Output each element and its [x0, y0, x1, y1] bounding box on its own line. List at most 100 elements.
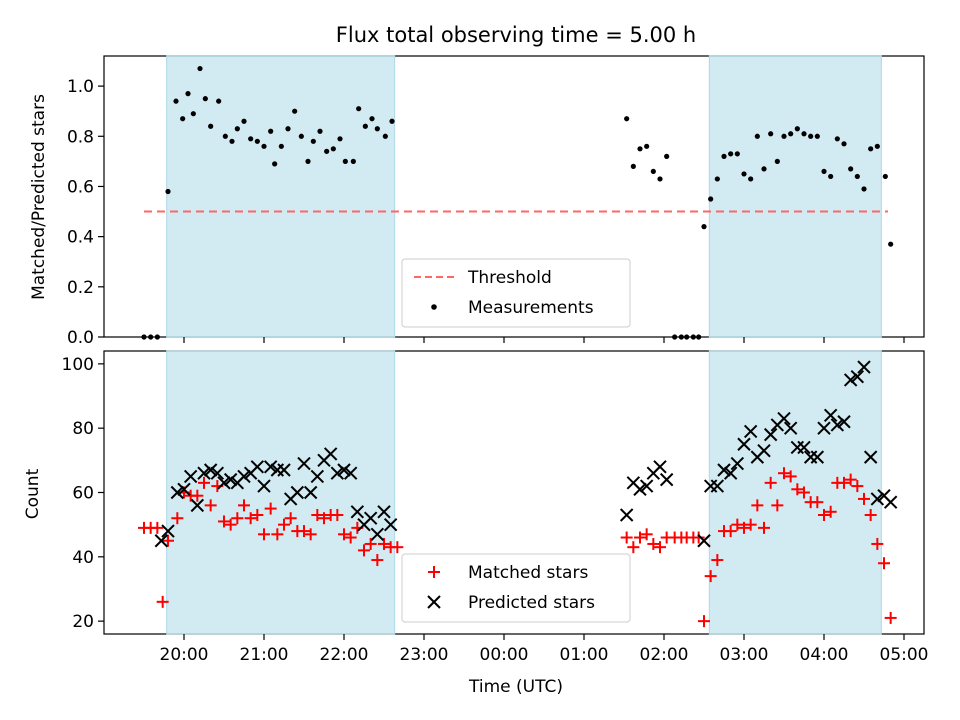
predicted-star-point [870, 492, 885, 506]
matched-star-point [711, 554, 724, 567]
measurement-point [261, 143, 267, 149]
x-axis-label: Time (UTC) [468, 677, 563, 697]
x-tick-label: 23:00 [400, 645, 449, 665]
matched-star-point [864, 509, 877, 522]
matched-star-point [358, 544, 370, 557]
measurement-point [356, 106, 362, 112]
measurement-point [369, 116, 375, 122]
predicted-star-point [757, 443, 771, 458]
predicted-star-point [837, 415, 851, 429]
predicted-star-point [830, 418, 845, 432]
matched-star-point [778, 467, 790, 480]
matched-star-point [878, 557, 890, 570]
legend-measurements-swatch [431, 304, 437, 310]
predicted-star-point [383, 517, 398, 532]
legend-predicted-label: Predicted stars [468, 593, 595, 613]
measurement-point [254, 138, 260, 144]
measurement-point [305, 158, 311, 164]
matched-star-point [784, 470, 797, 483]
predicted-star-point [250, 460, 265, 474]
predicted-star-point [303, 485, 318, 500]
observing-band-1 [166, 55, 396, 338]
predicted-star-point [763, 427, 778, 442]
measurement-point [317, 128, 323, 134]
x-tick-label: 02:00 [640, 645, 689, 665]
predicted-stars-series [154, 360, 898, 548]
ratio-y-axis-ticks: 0.0 0.2 0.4 0.6 0.8 1.0 [67, 77, 104, 348]
ratio-panel: 0.0 0.2 0.4 0.6 0.8 1.0 Matched/Predicted sta… [29, 55, 925, 348]
measurement-point [374, 126, 380, 132]
measurement-point [154, 334, 160, 340]
predicted-star-point [659, 472, 674, 487]
measurement-point [298, 133, 304, 139]
matched-star-point [191, 489, 204, 502]
measurement-point [208, 123, 214, 129]
matched-star-point [824, 505, 837, 518]
measurement-point [888, 241, 894, 247]
matched-star-point [738, 521, 750, 534]
measurement-point [241, 118, 247, 124]
measurement-point [874, 143, 880, 149]
matched-star-point [844, 473, 857, 486]
predicted-star-point [161, 524, 175, 538]
matched-star-point [318, 512, 330, 525]
matched-star-point [627, 541, 640, 554]
predicted-star-point [843, 373, 858, 387]
measurement-point [728, 151, 734, 157]
predicted-star-point [177, 482, 191, 496]
matched-star-point [238, 499, 250, 512]
count-y-axis-label: Count [23, 468, 43, 519]
matched-star-point [724, 525, 737, 538]
measurement-point [748, 176, 754, 182]
count-panel: 20 40 60 80 100 20:00 21:00 22:00 23:00 00:00 01:… [23, 350, 929, 697]
measurement-point [657, 176, 663, 182]
count-observing-bands [166, 350, 882, 635]
predicted-star-point [633, 482, 647, 496]
measurement-point [272, 161, 278, 167]
matched-star-point [378, 537, 390, 550]
measurement-point [624, 116, 630, 122]
matched-star-point [171, 512, 184, 525]
ratio-x-axis-ticks [183, 337, 905, 343]
matched-star-point [654, 541, 666, 554]
matched-star-point [811, 496, 824, 509]
matched-star-point [791, 483, 804, 496]
y-tick-label: 100 [62, 355, 94, 375]
measurement-point [734, 151, 740, 157]
predicted-star-point [639, 479, 654, 493]
legend-matched-marker [428, 566, 440, 578]
measurement-point [330, 146, 336, 152]
matched-star-point [692, 531, 705, 544]
matched-star-point [634, 531, 646, 544]
matched-star-point [284, 512, 297, 525]
matched-star-point [798, 486, 810, 499]
measurement-point [342, 158, 348, 164]
predicted-star-point [710, 479, 725, 493]
predicted-star-point [743, 424, 758, 439]
predicted-star-point [370, 527, 385, 542]
matched-star-point [298, 525, 310, 538]
y-tick-label: 1.0 [67, 77, 94, 97]
predicted-star-point [619, 508, 634, 522]
measurement-point [310, 138, 316, 144]
count-x-axis-ticks: 20:00 21:00 22:00 23:00 00:00 01:00 02:00 03:00… [160, 634, 929, 665]
measurement-point [190, 111, 196, 117]
matched-star-point [271, 528, 284, 541]
measurement-point [868, 146, 874, 152]
matched-star-point [264, 502, 277, 515]
matched-star-point [838, 476, 850, 489]
measurement-point [861, 186, 867, 192]
matched-star-point [224, 518, 237, 531]
measurement-point [788, 131, 794, 137]
measurement-point [292, 108, 298, 114]
x-tick-label: 22:00 [320, 645, 369, 665]
matched-star-point [640, 528, 653, 541]
predicted-star-point [217, 476, 231, 490]
measurement-point [721, 153, 727, 159]
predicted-star-point [783, 421, 798, 435]
predicted-star-point [203, 463, 218, 477]
measurement-point [834, 136, 840, 142]
predicted-star-point [290, 485, 305, 500]
measurement-point [350, 158, 356, 164]
predicted-star-point [723, 466, 738, 480]
